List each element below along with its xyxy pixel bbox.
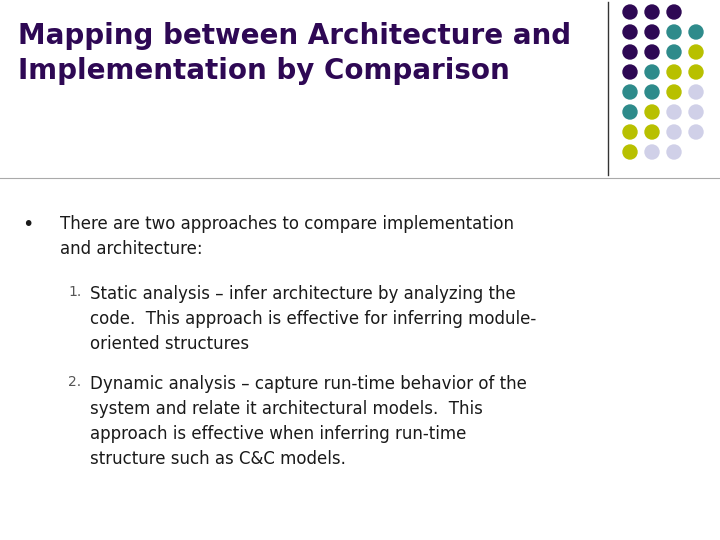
Circle shape — [667, 5, 681, 19]
Circle shape — [645, 5, 659, 19]
Circle shape — [623, 105, 637, 119]
Text: 2.: 2. — [68, 375, 81, 389]
Circle shape — [645, 105, 659, 119]
Circle shape — [645, 85, 659, 99]
Circle shape — [667, 65, 681, 79]
Circle shape — [667, 145, 681, 159]
Circle shape — [689, 105, 703, 119]
Circle shape — [667, 45, 681, 59]
Text: •: • — [22, 215, 33, 234]
Text: Mapping between Architecture and
Implementation by Comparison: Mapping between Architecture and Impleme… — [18, 22, 571, 85]
Circle shape — [623, 125, 637, 139]
Circle shape — [689, 45, 703, 59]
Text: There are two approaches to compare implementation
and architecture:: There are two approaches to compare impl… — [60, 215, 514, 258]
Circle shape — [623, 25, 637, 39]
Circle shape — [689, 65, 703, 79]
Circle shape — [623, 65, 637, 79]
Circle shape — [623, 5, 637, 19]
Text: Dynamic analysis – capture run-time behavior of the
system and relate it archite: Dynamic analysis – capture run-time beha… — [90, 375, 527, 468]
Circle shape — [667, 105, 681, 119]
Circle shape — [645, 45, 659, 59]
Circle shape — [667, 25, 681, 39]
Circle shape — [645, 65, 659, 79]
Text: Static analysis – infer architecture by analyzing the
code.  This approach is ef: Static analysis – infer architecture by … — [90, 285, 536, 353]
Circle shape — [623, 45, 637, 59]
Circle shape — [645, 25, 659, 39]
Text: 1.: 1. — [68, 285, 81, 299]
Circle shape — [645, 125, 659, 139]
Circle shape — [689, 85, 703, 99]
Circle shape — [623, 145, 637, 159]
Circle shape — [623, 85, 637, 99]
Circle shape — [689, 125, 703, 139]
Circle shape — [689, 25, 703, 39]
Circle shape — [667, 85, 681, 99]
Circle shape — [667, 125, 681, 139]
Circle shape — [645, 145, 659, 159]
